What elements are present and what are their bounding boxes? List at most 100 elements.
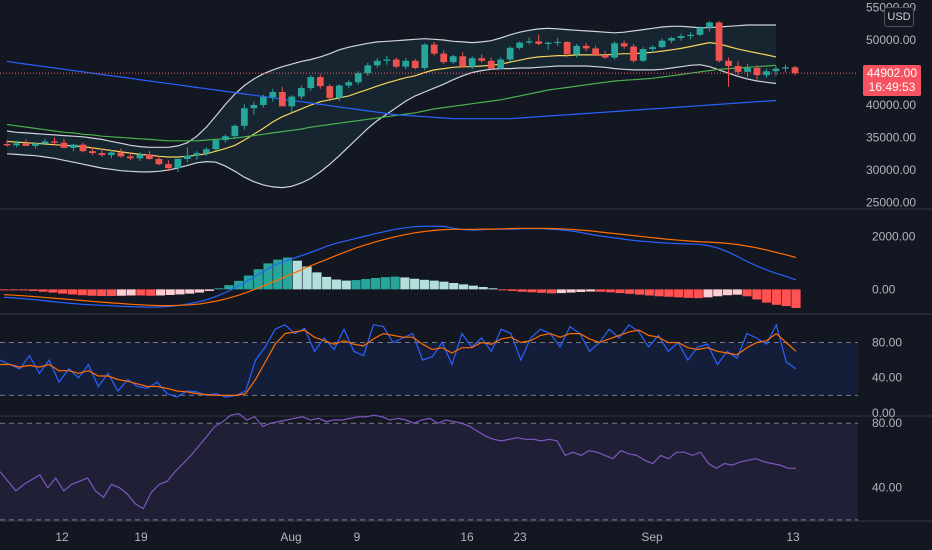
candle-body[interactable] — [421, 44, 429, 68]
candle-body[interactable] — [449, 56, 457, 63]
x-tick-label: 16 — [460, 530, 474, 544]
candle-body[interactable] — [117, 152, 125, 157]
candle-body[interactable] — [136, 154, 144, 159]
candle-body[interactable] — [127, 156, 134, 159]
candle-body[interactable] — [668, 38, 675, 41]
macd-histogram-bar — [77, 289, 87, 296]
candle-body[interactable] — [221, 136, 229, 141]
candle-body[interactable] — [715, 22, 723, 61]
candle-body[interactable] — [630, 46, 637, 61]
candle-body[interactable] — [649, 47, 656, 50]
candle-body[interactable] — [60, 142, 68, 148]
candle-body[interactable] — [89, 151, 96, 154]
candle-body[interactable] — [544, 42, 552, 44]
candle-body[interactable] — [696, 27, 704, 35]
candle-body[interactable] — [677, 36, 685, 39]
candle-body[interactable] — [297, 88, 305, 97]
candle-body[interactable] — [411, 60, 419, 68]
candle-body[interactable] — [563, 41, 571, 55]
candle-body[interactable] — [174, 158, 182, 169]
candle-body[interactable] — [231, 125, 239, 137]
candle-body[interactable] — [326, 86, 334, 98]
candle-body[interactable] — [202, 149, 210, 154]
candle-body[interactable] — [791, 67, 799, 74]
candle-body[interactable] — [278, 92, 286, 107]
candle-body[interactable] — [582, 45, 590, 49]
candle-body[interactable] — [155, 158, 163, 165]
candle-body[interactable] — [13, 143, 20, 146]
candle-body[interactable] — [430, 44, 438, 54]
candle-body[interactable] — [554, 41, 562, 43]
candle-body[interactable] — [506, 47, 514, 60]
candle-body[interactable] — [79, 144, 87, 152]
ema-fast-line — [6, 41, 777, 158]
candle-body[interactable] — [573, 45, 581, 55]
candle-body[interactable] — [658, 40, 666, 48]
candle-body[interactable] — [307, 77, 315, 89]
candle-body[interactable] — [459, 56, 467, 67]
candle-body[interactable] — [772, 68, 780, 72]
candle-body[interactable] — [592, 48, 600, 55]
candle-body[interactable] — [316, 77, 324, 87]
macd-histogram-bar — [214, 288, 224, 290]
candle-body[interactable] — [763, 71, 770, 76]
candle-body[interactable] — [516, 42, 524, 48]
candle-body[interactable] — [525, 41, 533, 43]
candle-body[interactable] — [392, 59, 400, 67]
macd-histogram-bar — [722, 289, 733, 296]
candle-body[interactable] — [639, 49, 647, 61]
candle-body[interactable] — [212, 140, 220, 150]
candle-body[interactable] — [3, 144, 11, 146]
candle-body[interactable] — [108, 152, 115, 156]
candle-body[interactable] — [620, 43, 628, 47]
candle-body[interactable] — [383, 59, 391, 61]
rsi-pane[interactable] — [0, 412, 858, 521]
candle-body[interactable] — [98, 153, 106, 156]
candle-body[interactable] — [259, 97, 267, 105]
candle-body[interactable] — [725, 60, 732, 66]
candle-body[interactable] — [753, 67, 761, 76]
candle-body[interactable] — [734, 66, 742, 72]
candle-body[interactable] — [487, 60, 495, 69]
candle-body[interactable] — [706, 22, 713, 28]
candle-body[interactable] — [32, 143, 39, 146]
macd-histogram-bar — [390, 276, 400, 290]
candle-body[interactable] — [288, 96, 296, 107]
macd-pane[interactable] — [0, 225, 801, 308]
candle-body[interactable] — [345, 82, 353, 86]
candle-body[interactable] — [497, 59, 505, 69]
candle-body[interactable] — [782, 67, 789, 69]
candle-body[interactable] — [240, 108, 248, 126]
candle-body[interactable] — [611, 43, 618, 58]
candle-body[interactable] — [478, 58, 486, 61]
candle-body[interactable] — [440, 53, 448, 63]
candle-body[interactable] — [22, 143, 30, 146]
price-pane[interactable] — [0, 21, 858, 189]
candle-body[interactable] — [165, 164, 172, 169]
macd-histogram-bar — [106, 289, 117, 297]
candle-body[interactable] — [335, 85, 343, 98]
candle-body[interactable] — [364, 65, 372, 74]
candle-body[interactable] — [468, 58, 476, 67]
candle-body[interactable] — [373, 60, 381, 66]
candle-body[interactable] — [601, 54, 609, 58]
candle-body[interactable] — [70, 144, 77, 148]
candle-body[interactable] — [146, 154, 153, 159]
macd-tick-label: 0.00 — [872, 282, 896, 296]
candle-body[interactable] — [269, 92, 277, 98]
candle-body[interactable] — [41, 141, 49, 144]
macd-histogram-bar — [273, 259, 283, 290]
candle-body[interactable] — [184, 155, 191, 159]
candle-body[interactable] — [51, 141, 58, 143]
candle-body[interactable] — [193, 153, 201, 156]
candle-body[interactable] — [687, 34, 694, 37]
candle-body[interactable] — [250, 105, 258, 109]
currency-badge[interactable]: USD — [884, 7, 914, 27]
candle-body[interactable] — [535, 41, 543, 44]
macd-histogram-bar — [439, 281, 449, 290]
candle-body[interactable] — [402, 60, 410, 67]
candle-body[interactable] — [744, 67, 751, 72]
stochastic-pane[interactable] — [0, 323, 858, 398]
candle-body[interactable] — [354, 73, 362, 83]
